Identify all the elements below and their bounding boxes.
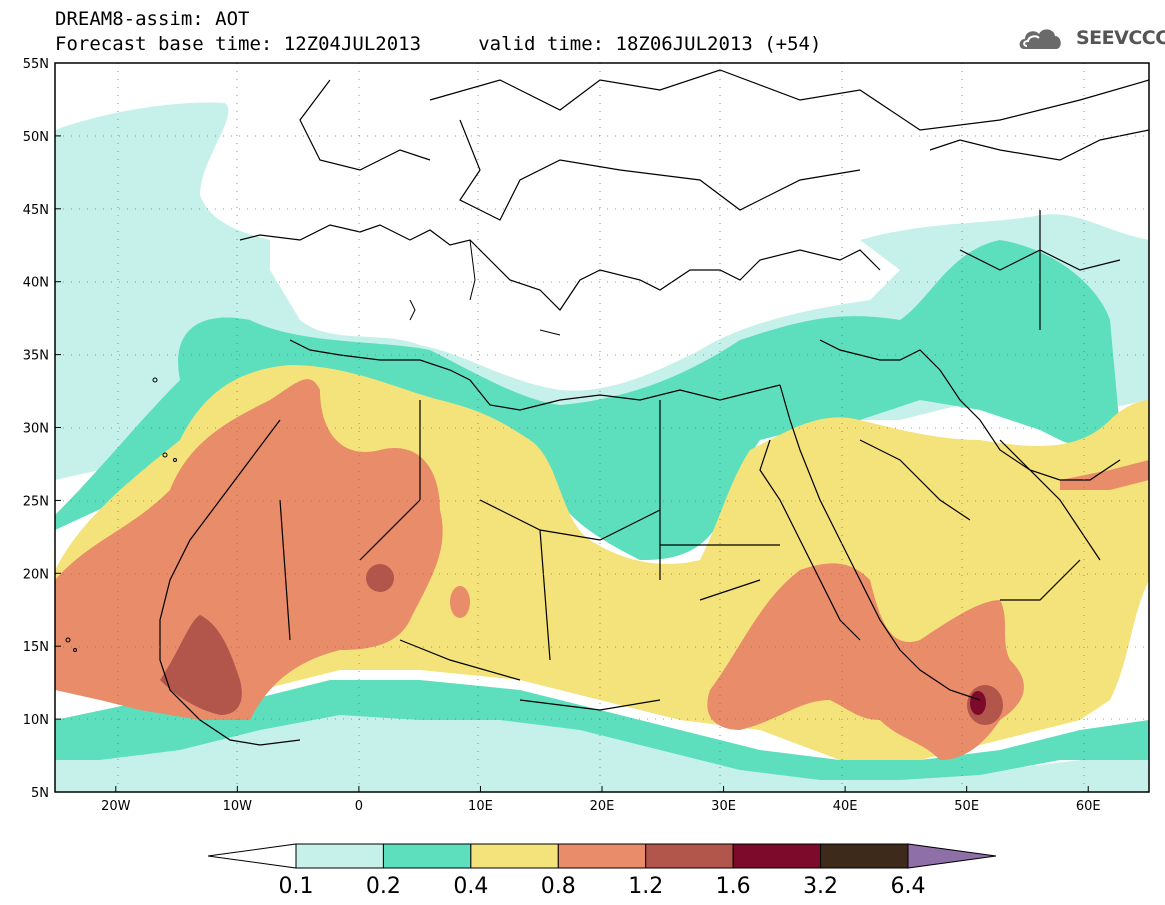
lat-tick-label: 55N xyxy=(23,57,49,72)
map-title: DREAM8-assim: AOT xyxy=(55,8,250,30)
lat-tick-label: 25N xyxy=(23,494,49,509)
lon-tick-label: 40E xyxy=(833,799,858,814)
colorbar-swatch xyxy=(732,843,822,869)
colorbar-swatch xyxy=(382,843,472,869)
colorbar-swatch xyxy=(557,843,647,869)
colorbar-label: 1.6 xyxy=(716,874,751,899)
lat-tick-label: 10N xyxy=(23,713,49,728)
lon-tick-label: 20W xyxy=(101,799,131,814)
lon-tick-label: 0 xyxy=(355,799,363,814)
colorbar-label: 6.4 xyxy=(891,874,926,899)
lon-tick-label: 10W xyxy=(223,799,253,814)
lon-tick-label: 50E xyxy=(954,799,979,814)
brand-logo: SEEVCCC xyxy=(1076,27,1165,49)
colorbar-swatch xyxy=(645,843,734,869)
lon-tick-label: 20E xyxy=(590,799,615,814)
colorbar-swatch xyxy=(295,843,384,869)
colorbar-label: 0.2 xyxy=(366,874,401,899)
colorbar-label: 0.1 xyxy=(279,874,314,899)
forecast-time: Forecast base time: 12Z04JUL2013 valid t… xyxy=(55,33,822,55)
lat-tick-label: 20N xyxy=(23,567,49,582)
aot-band-1.2 xyxy=(160,615,242,715)
lat-tick-label: 5N xyxy=(31,786,49,801)
colorbar-upper-extend xyxy=(907,843,997,869)
lat-tick-label: 50N xyxy=(23,130,49,145)
colorbar-lower-extend xyxy=(207,843,297,869)
lat-tick-label: 40N xyxy=(23,276,49,291)
colorbar-label: 0.8 xyxy=(541,874,576,899)
colorbar-label: 1.2 xyxy=(628,874,663,899)
colorbar-label: 3.2 xyxy=(803,874,838,899)
colorbar-swatch xyxy=(820,843,909,869)
lon-tick-label: 30E xyxy=(711,799,736,814)
aot-band-0.8 xyxy=(55,379,443,720)
lat-tick-label: 15N xyxy=(23,640,49,655)
cloud-icon xyxy=(1019,29,1061,49)
lon-tick-label: 60E xyxy=(1076,799,1101,814)
lon-tick-label: 10E xyxy=(468,799,493,814)
lat-tick-label: 30N xyxy=(23,422,49,437)
aot-band-0.2 xyxy=(55,240,1120,560)
lat-tick-label: 35N xyxy=(23,349,49,364)
colorbar-swatch xyxy=(470,843,559,869)
lat-tick-label: 45N xyxy=(23,203,49,218)
colorbar-label: 0.4 xyxy=(453,874,488,899)
